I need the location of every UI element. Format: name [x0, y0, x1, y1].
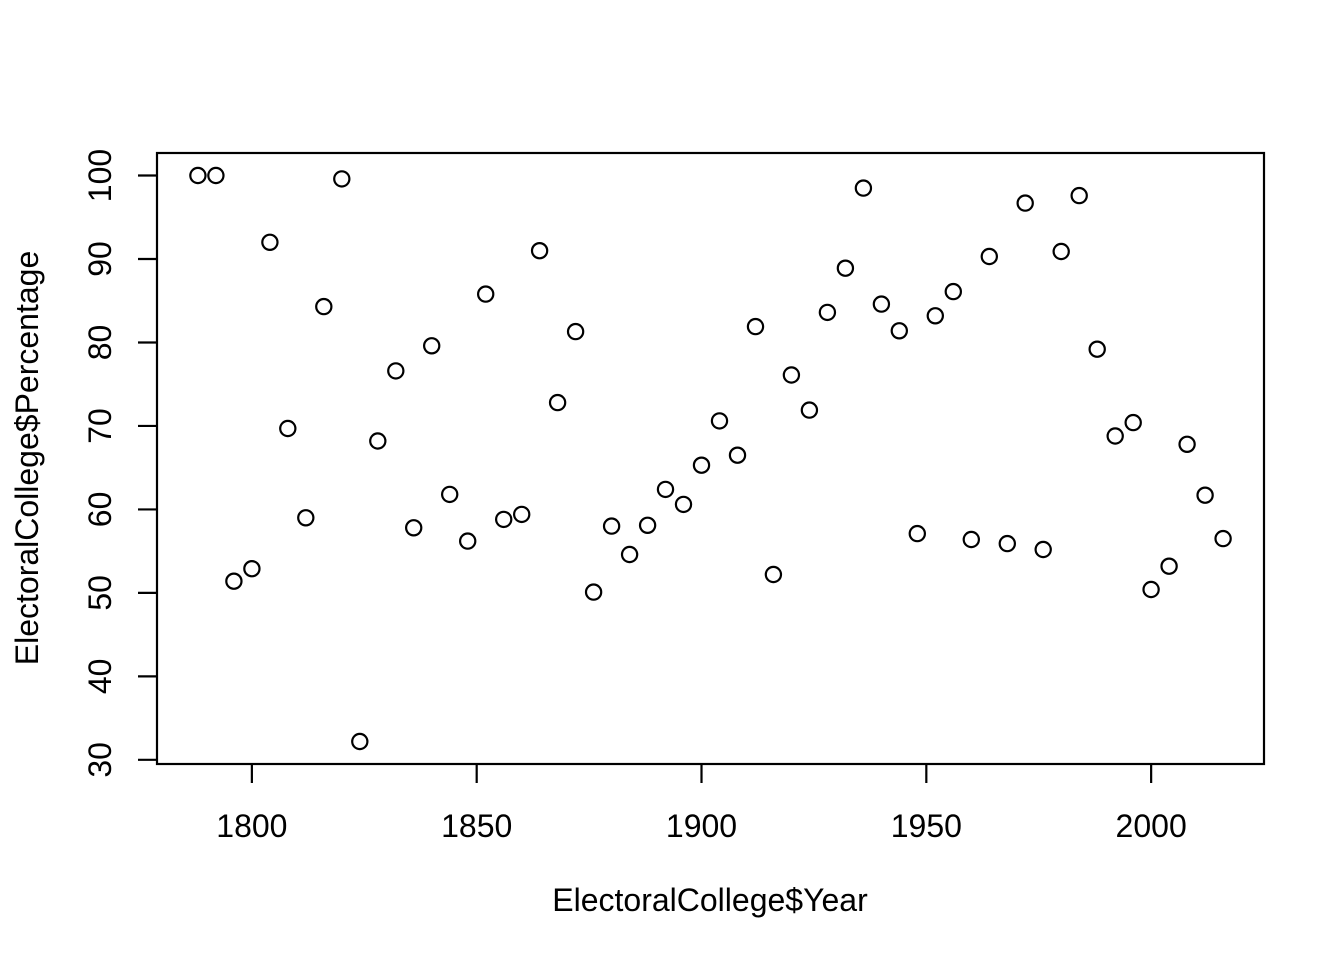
data-point: [369, 432, 387, 450]
data-point: [980, 247, 999, 266]
data-point: [728, 446, 747, 464]
y-axis-tick-label: 90: [82, 241, 118, 277]
data-point: [818, 303, 837, 322]
data-point: [872, 295, 891, 313]
data-point: [1052, 242, 1070, 261]
data-point: [297, 509, 315, 527]
y-axis-tick-label: 50: [82, 575, 118, 611]
data-point: [584, 583, 603, 601]
y-axis-tick-label: 30: [82, 742, 118, 778]
data-point: [602, 517, 621, 535]
data-point: [746, 317, 765, 336]
data-point: [620, 545, 639, 564]
x-axis: 1800 1850 1900 1950 2000: [216, 764, 1187, 844]
data-point: [225, 572, 243, 590]
data-point: [1106, 427, 1124, 445]
data-point: [782, 366, 801, 384]
data-point: [207, 166, 225, 185]
y-axis-label: ElectoralCollege$Percentage: [9, 251, 45, 665]
x-axis-label: ElectoralCollege$Year: [552, 882, 868, 918]
data-point: [566, 322, 585, 341]
data-point: [1196, 486, 1214, 504]
data-point: [1160, 557, 1178, 575]
data-point: [477, 285, 495, 303]
data-point: [764, 565, 783, 584]
x-axis-tick-label: 1850: [441, 808, 512, 844]
data-point: [710, 412, 729, 430]
data-point: [441, 485, 459, 504]
data-point: [279, 419, 297, 438]
y-axis: 30 40 50 60 70 80 90 100: [82, 149, 157, 778]
x-axis-tick-label: 1900: [666, 808, 737, 844]
data-point: [495, 510, 513, 529]
data-point: [1124, 413, 1142, 432]
data-point: [836, 259, 855, 277]
data-point: [1214, 529, 1232, 548]
data-point: [1178, 435, 1196, 453]
data-point: [890, 322, 909, 340]
y-axis-tick-label: 70: [82, 408, 118, 444]
data-point: [423, 337, 441, 355]
data-point: [513, 505, 531, 524]
plot-box: [155, 151, 1266, 766]
data-point: [962, 530, 981, 549]
data-point: [333, 170, 351, 188]
data-points: [189, 166, 1232, 751]
data-point: [459, 532, 477, 550]
x-axis-tick-label: 1800: [216, 808, 287, 844]
data-point: [548, 393, 567, 412]
data-point: [1142, 580, 1160, 599]
x-axis-tick-label: 1950: [891, 808, 962, 844]
data-point: [926, 307, 945, 325]
data-point: [944, 282, 963, 301]
data-point: [1034, 540, 1052, 559]
x-axis-tick-label: 2000: [1116, 808, 1187, 844]
data-point: [243, 560, 261, 578]
data-point: [638, 516, 657, 535]
data-point: [1016, 194, 1034, 212]
data-point: [387, 362, 405, 380]
data-point: [1070, 186, 1088, 205]
data-point: [405, 519, 423, 537]
data-point: [674, 495, 693, 514]
y-axis-tick-label: 40: [82, 659, 118, 695]
data-point: [908, 524, 927, 543]
data-point: [692, 456, 711, 474]
y-axis-tick-label: 80: [82, 325, 118, 361]
data-point: [854, 179, 873, 197]
data-point: [351, 732, 369, 751]
data-point: [315, 297, 333, 316]
data-point: [1088, 340, 1106, 358]
data-point: [189, 166, 207, 185]
data-point: [998, 534, 1017, 553]
data-point: [530, 241, 549, 260]
data-point: [656, 480, 675, 499]
data-point: [261, 233, 279, 251]
data-point: [800, 401, 819, 419]
y-axis-tick-label: 60: [82, 492, 118, 528]
y-axis-tick-label: 100: [82, 149, 118, 202]
